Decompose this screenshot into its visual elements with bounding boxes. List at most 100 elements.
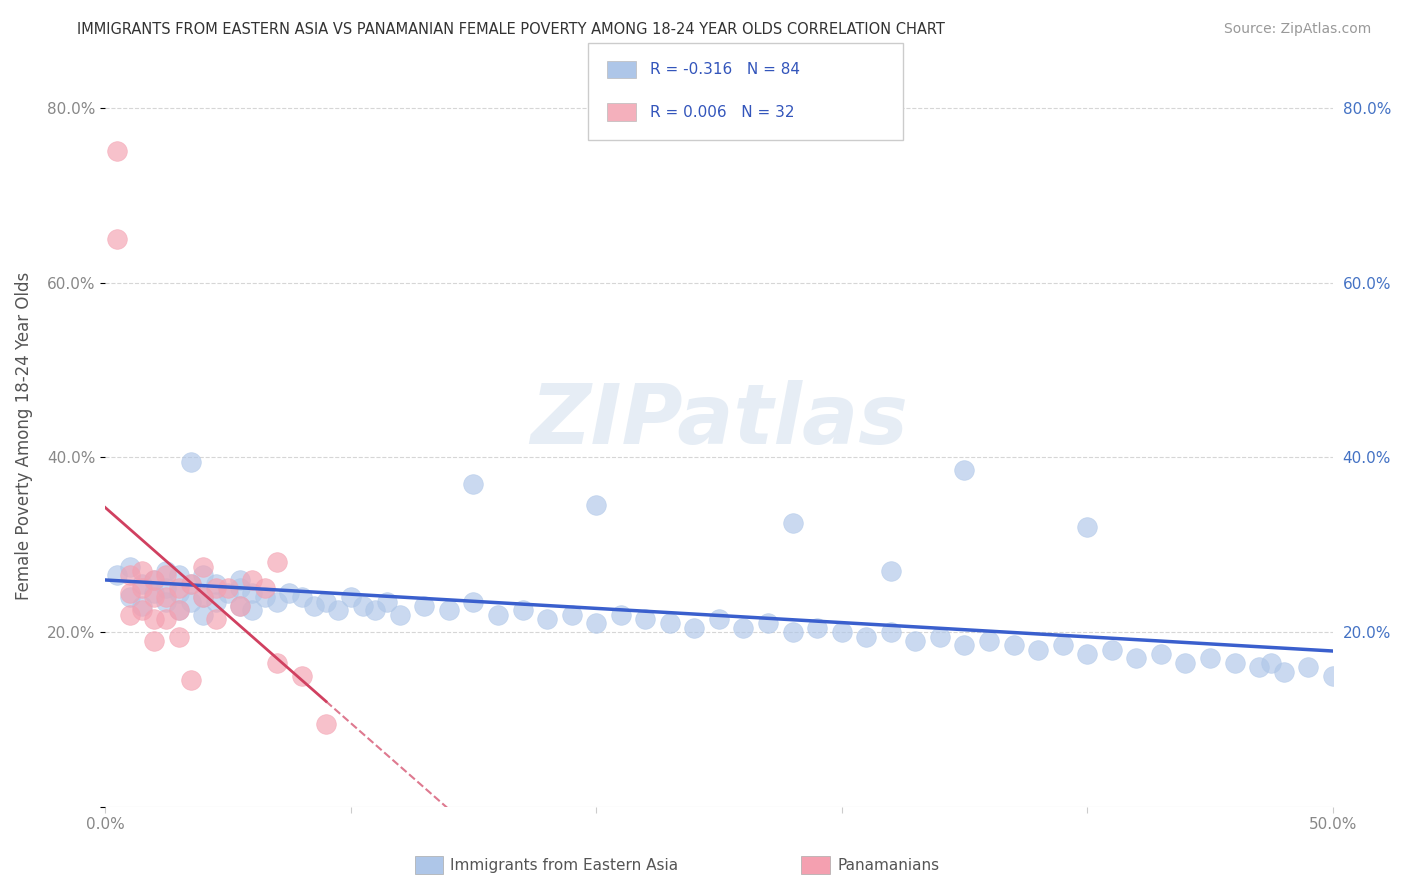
- Point: [756, 616, 779, 631]
- Point: [217, 586, 239, 600]
- Text: Source: ZipAtlas.com: Source: ZipAtlas.com: [1223, 22, 1371, 37]
- Point: [806, 621, 828, 635]
- Point: [929, 630, 952, 644]
- Point: [782, 625, 804, 640]
- Point: [131, 564, 153, 578]
- Point: [180, 577, 202, 591]
- Point: [167, 582, 190, 596]
- Point: [131, 603, 153, 617]
- Point: [953, 463, 976, 477]
- Point: [118, 586, 141, 600]
- Point: [131, 599, 153, 613]
- Text: ZIPatlas: ZIPatlas: [530, 380, 908, 461]
- Point: [782, 516, 804, 530]
- Point: [167, 568, 190, 582]
- Point: [352, 599, 374, 613]
- Point: [290, 591, 312, 605]
- Point: [1002, 638, 1025, 652]
- Point: [105, 145, 128, 159]
- Point: [290, 669, 312, 683]
- Point: [302, 599, 325, 613]
- Point: [118, 559, 141, 574]
- Point: [217, 582, 239, 596]
- Point: [1076, 520, 1098, 534]
- Point: [193, 591, 215, 605]
- Point: [328, 603, 350, 617]
- Point: [253, 582, 276, 596]
- Point: [561, 607, 583, 622]
- Point: [180, 577, 202, 591]
- Point: [733, 621, 755, 635]
- Point: [1249, 660, 1271, 674]
- Point: [229, 582, 252, 596]
- Point: [1052, 638, 1074, 652]
- Point: [880, 625, 903, 640]
- Point: [105, 232, 128, 246]
- Point: [1223, 656, 1246, 670]
- Point: [105, 568, 128, 582]
- Point: [143, 634, 166, 648]
- Text: Immigrants from Eastern Asia: Immigrants from Eastern Asia: [450, 858, 678, 872]
- Point: [204, 594, 226, 608]
- Point: [585, 616, 607, 631]
- Point: [364, 603, 387, 617]
- Point: [229, 599, 252, 613]
- Point: [585, 499, 607, 513]
- Text: Panamanians: Panamanians: [838, 858, 941, 872]
- Point: [242, 586, 264, 600]
- Point: [131, 577, 153, 591]
- Point: [880, 564, 903, 578]
- Point: [266, 656, 288, 670]
- Point: [253, 591, 276, 605]
- Point: [1150, 647, 1173, 661]
- Point: [463, 594, 485, 608]
- Point: [143, 591, 166, 605]
- Point: [266, 555, 288, 569]
- Y-axis label: Female Poverty Among 18-24 Year Olds: Female Poverty Among 18-24 Year Olds: [15, 271, 32, 599]
- Point: [242, 573, 264, 587]
- Point: [155, 568, 177, 582]
- Point: [229, 573, 252, 587]
- Point: [193, 568, 215, 582]
- Point: [143, 573, 166, 587]
- Point: [143, 573, 166, 587]
- Point: [193, 559, 215, 574]
- Point: [1076, 647, 1098, 661]
- Point: [536, 612, 558, 626]
- Point: [486, 607, 509, 622]
- Point: [1026, 642, 1049, 657]
- Point: [167, 586, 190, 600]
- Point: [1322, 669, 1344, 683]
- Point: [242, 603, 264, 617]
- Point: [278, 586, 301, 600]
- Text: R = 0.006   N = 32: R = 0.006 N = 32: [650, 105, 794, 120]
- Point: [180, 673, 202, 688]
- Text: R = -0.316   N = 84: R = -0.316 N = 84: [650, 62, 800, 77]
- Point: [204, 577, 226, 591]
- Point: [512, 603, 534, 617]
- Point: [413, 599, 436, 613]
- Point: [1174, 656, 1197, 670]
- Point: [167, 603, 190, 617]
- Text: IMMIGRANTS FROM EASTERN ASIA VS PANAMANIAN FEMALE POVERTY AMONG 18-24 YEAR OLDS : IMMIGRANTS FROM EASTERN ASIA VS PANAMANI…: [77, 22, 945, 37]
- Point: [155, 594, 177, 608]
- Point: [1296, 660, 1319, 674]
- Point: [155, 591, 177, 605]
- Point: [193, 591, 215, 605]
- Point: [118, 591, 141, 605]
- Point: [315, 594, 337, 608]
- Point: [229, 599, 252, 613]
- Point: [339, 591, 361, 605]
- Point: [683, 621, 706, 635]
- Point: [167, 603, 190, 617]
- Point: [658, 616, 681, 631]
- Point: [977, 634, 1000, 648]
- Point: [118, 568, 141, 582]
- Point: [1101, 642, 1123, 657]
- Point: [388, 607, 411, 622]
- Point: [377, 594, 399, 608]
- Point: [953, 638, 976, 652]
- Point: [1199, 651, 1222, 665]
- Point: [204, 612, 226, 626]
- Point: [266, 594, 288, 608]
